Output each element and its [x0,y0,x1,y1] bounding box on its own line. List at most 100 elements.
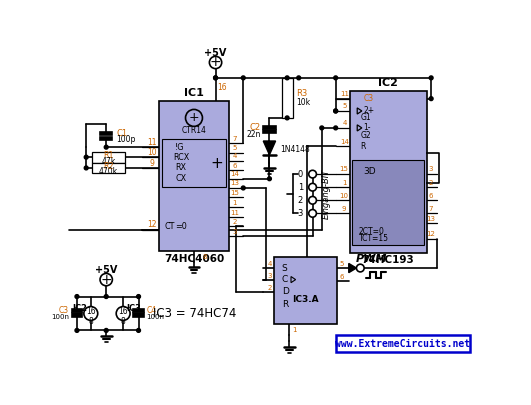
Text: IC3 = 74HC74: IC3 = 74HC74 [153,307,236,320]
Text: 2: 2 [429,179,433,185]
Text: 74HC4060: 74HC4060 [164,254,224,264]
Text: +: + [210,156,222,171]
Text: 6: 6 [429,193,433,199]
Text: TCT=15: TCT=15 [359,234,389,243]
Text: 1: 1 [233,200,237,206]
Bar [159,101,229,251]
Text: 47k: 47k [101,156,116,166]
Text: S: S [282,264,287,273]
Text: 10: 10 [148,148,157,157]
Circle shape [84,155,88,159]
Text: G2: G2 [361,131,371,140]
Text: 2: 2 [267,285,272,291]
Text: 7: 7 [429,206,433,212]
Polygon shape [349,263,356,273]
Bar [352,160,424,245]
Circle shape [75,294,79,298]
Text: +: + [100,273,112,287]
Circle shape [309,196,316,204]
Text: 2: 2 [233,219,237,225]
Bar [162,139,226,187]
Text: 10k: 10k [296,98,311,107]
Circle shape [75,328,79,333]
Bar [263,126,276,129]
Circle shape [100,273,113,286]
Circle shape [136,328,141,333]
Text: +5V: +5V [204,48,227,58]
Text: 4: 4 [267,261,272,267]
Circle shape [268,177,271,181]
Text: 22n: 22n [246,130,261,139]
Text: 15: 15 [230,190,239,196]
Circle shape [104,294,108,298]
Text: 1: 1 [297,183,303,192]
Text: C1: C1 [116,129,127,138]
Text: +5V: +5V [95,265,117,275]
Text: 4: 4 [342,120,347,126]
Text: 100n: 100n [52,313,69,320]
Text: 11: 11 [340,91,349,97]
Text: 7: 7 [233,136,237,142]
Text: 13: 13 [230,180,239,186]
Text: 2CT=0: 2CT=0 [359,226,384,236]
Text: C: C [282,275,288,284]
Text: IC3.A: IC3.A [293,295,319,304]
Text: 13: 13 [426,216,435,222]
Text: 100p: 100p [116,135,135,144]
Bar [133,309,144,312]
Circle shape [334,109,338,113]
Text: 16: 16 [86,307,96,316]
Text: R: R [282,300,288,309]
Bar [72,309,82,312]
Text: 5: 5 [233,145,237,151]
Bar [282,78,293,118]
Text: R2: R2 [103,162,114,171]
Bar [349,91,426,253]
Text: 1: 1 [293,327,297,333]
Text: CX: CX [176,174,186,183]
Text: 10: 10 [340,193,349,199]
Text: 12: 12 [427,231,435,237]
Circle shape [136,294,141,298]
Circle shape [356,264,364,272]
Text: RCX: RCX [173,153,190,162]
Text: 3: 3 [267,273,272,279]
Text: IC2: IC2 [73,305,88,313]
Circle shape [334,109,338,113]
Text: PWM: PWM [356,254,388,264]
Bar [100,137,113,140]
Text: IC3: IC3 [126,305,141,313]
Text: 100n: 100n [146,313,164,320]
Text: 14: 14 [340,139,349,145]
Text: 5: 5 [342,103,347,109]
Text: C3: C3 [363,94,373,103]
Text: 6: 6 [339,274,344,280]
Text: R: R [361,142,366,151]
Text: www.ExtremeCircuits.net: www.ExtremeCircuits.net [336,339,470,349]
Text: 15: 15 [340,166,348,173]
Circle shape [241,186,245,190]
Text: 1: 1 [342,179,346,185]
Text: 8: 8 [89,317,93,326]
Text: 6: 6 [233,163,237,168]
Circle shape [209,56,222,68]
Text: CTR14: CTR14 [182,126,207,136]
Circle shape [84,307,98,320]
Bar [72,313,82,317]
Circle shape [84,166,88,170]
Text: R1: R1 [103,151,114,160]
Text: 3D: 3D [363,167,376,176]
Text: Eingang-BIT: Eingang-BIT [322,168,331,219]
Text: G1: G1 [361,113,371,122]
Circle shape [185,109,202,126]
Bar [263,130,276,133]
Text: 74HC193: 74HC193 [362,255,414,265]
Circle shape [285,76,289,80]
Text: !G: !G [175,143,184,151]
Circle shape [213,76,218,80]
Circle shape [309,170,316,178]
Text: CT: CT [165,222,175,231]
Text: =0: =0 [175,222,186,231]
Text: 470k: 470k [99,167,118,176]
Text: 9: 9 [150,159,155,168]
